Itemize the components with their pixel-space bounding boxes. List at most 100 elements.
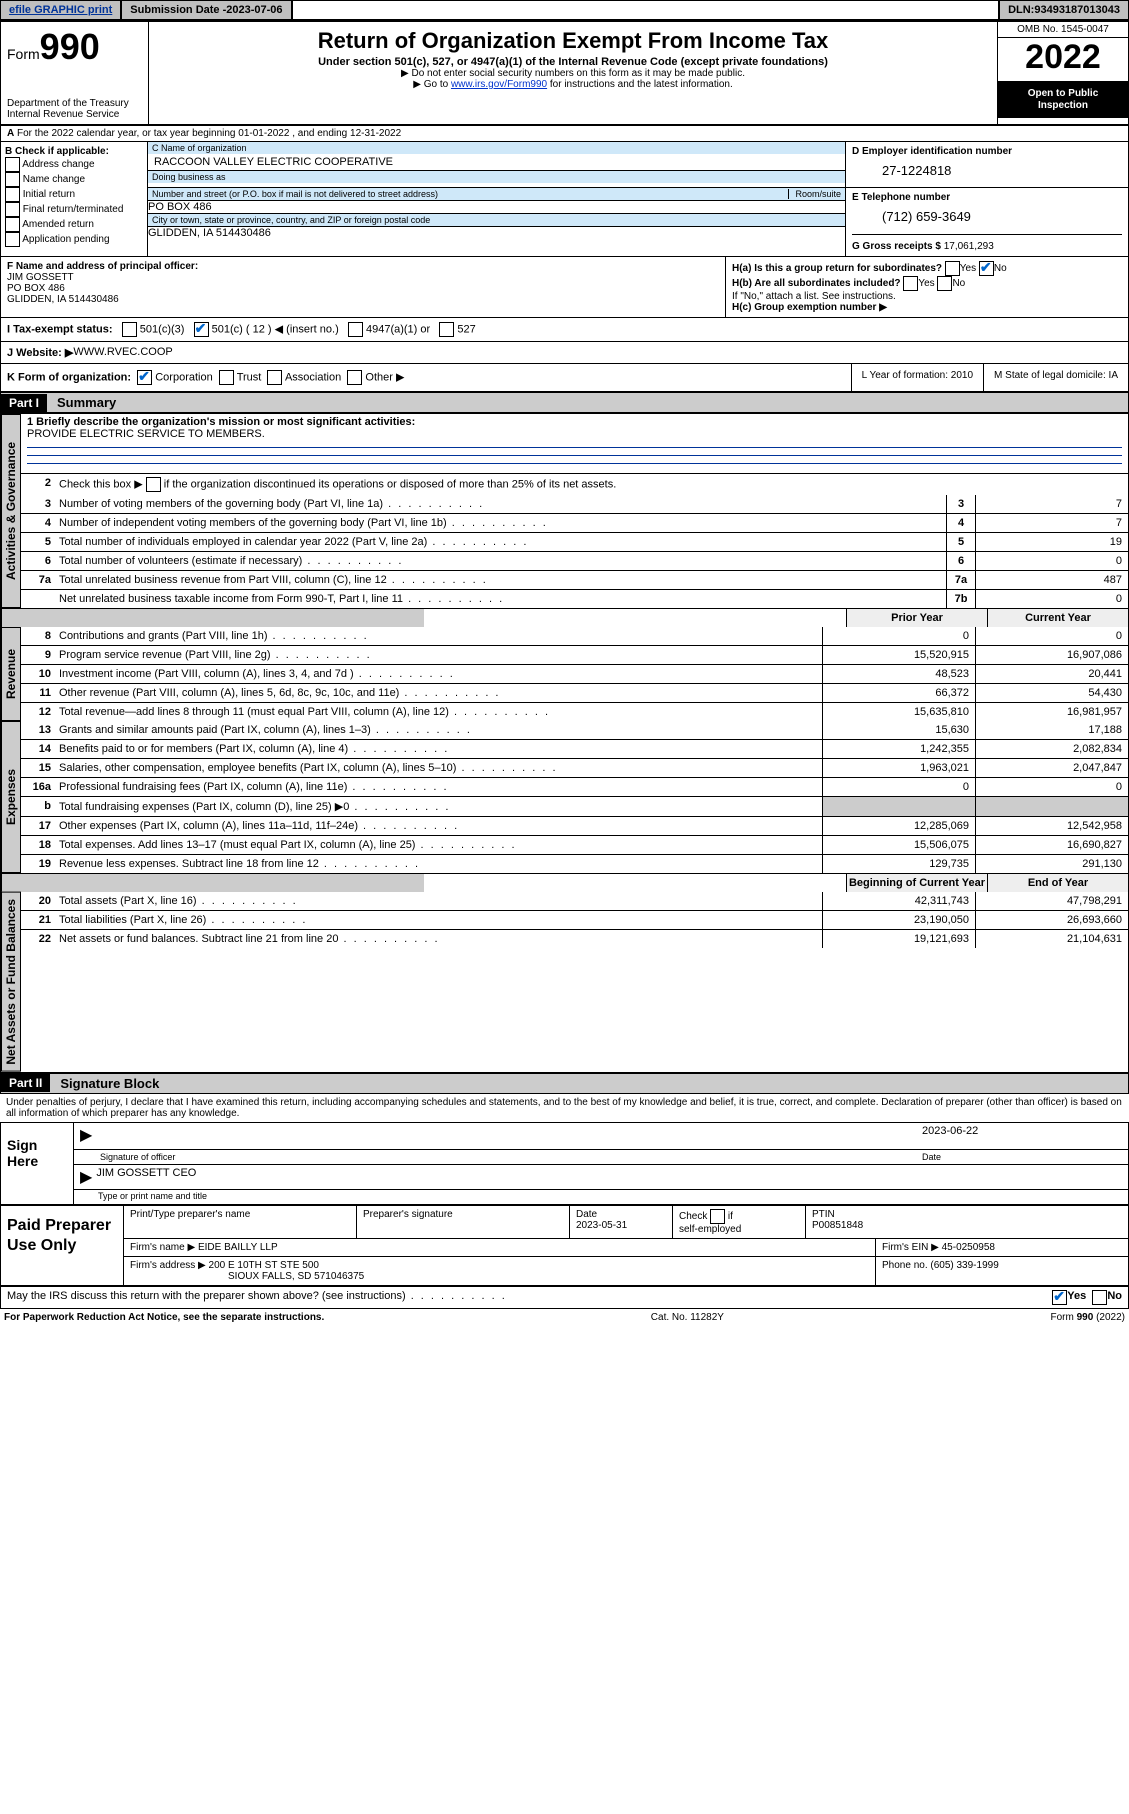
summary-line: 21Total liabilities (Part X, line 26)23,… <box>21 910 1128 929</box>
firm-address: Firm's address ▶ 200 E 10TH ST STE 500 S… <box>124 1257 876 1285</box>
form-title: Return of Organization Exempt From Incom… <box>159 28 987 54</box>
chk-initial-return[interactable] <box>5 187 20 202</box>
row-klm: K Form of organization: Corporation Trus… <box>1 363 1128 391</box>
signature-arrow-icon: ▶ <box>80 1125 92 1147</box>
gross-receipts: 17,061,293 <box>944 241 994 252</box>
preparer-sig-hdr: Preparer's signature <box>357 1206 570 1238</box>
chk-other[interactable] <box>347 370 362 385</box>
officer-name-title: JIM GOSSETT CEO <box>96 1167 196 1187</box>
section-a-through-m: A For the 2022 calendar year, or tax yea… <box>0 125 1129 392</box>
form-header: Form990 Department of the Treasury Inter… <box>0 21 1129 125</box>
summary-line: Net unrelated business taxable income fr… <box>21 589 1128 608</box>
open-to-public: Open to PublicInspection <box>998 82 1128 118</box>
preparer-name-hdr: Print/Type preparer's name <box>124 1206 357 1238</box>
firm-name: Firm's name ▶ EIDE BAILLY LLP <box>124 1239 876 1256</box>
chk-assoc[interactable] <box>267 370 282 385</box>
part-i-summary: Activities & Governance 1 Briefly descri… <box>0 413 1129 1073</box>
chk-trust[interactable] <box>219 370 234 385</box>
topbar-spacer <box>292 0 1000 20</box>
form-note1: ▶ Do not enter social security numbers o… <box>159 68 987 79</box>
efile-link[interactable]: efile GRAPHIC print <box>0 0 121 20</box>
chk-corp[interactable] <box>137 370 152 385</box>
chk-501c[interactable] <box>194 322 209 337</box>
header-mid: Return of Organization Exempt From Incom… <box>149 22 997 124</box>
chk-527[interactable] <box>439 322 454 337</box>
phone-value: (712) 659-3649 <box>852 203 1122 224</box>
tab-expenses: Expenses <box>1 721 21 873</box>
box-g: G Gross receipts $ 17,061,293 <box>852 234 1122 252</box>
summary-line: 7aTotal unrelated business revenue from … <box>21 570 1128 589</box>
mission-text: PROVIDE ELECTRIC SERVICE TO MEMBERS. <box>27 428 265 440</box>
line-2: Check this box ▶ if the organization dis… <box>55 474 1128 495</box>
form-note2: ▶ Go to www.irs.gov/Form990 for instruct… <box>159 79 987 90</box>
chk-ha-yes[interactable] <box>945 261 960 276</box>
chk-amended[interactable] <box>5 217 20 232</box>
box-h: H(a) Is this a group return for subordin… <box>726 257 1128 317</box>
summary-line: 16aProfessional fundraising fees (Part I… <box>21 777 1128 796</box>
sign-here-block: Sign Here ▶ 2023-06-22 Signature of offi… <box>0 1122 1129 1205</box>
summary-line: 17Other expenses (Part IX, column (A), l… <box>21 816 1128 835</box>
row-f-h: F Name and address of principal officer:… <box>1 256 1128 317</box>
chk-4947[interactable] <box>348 322 363 337</box>
chk-501c3[interactable] <box>122 322 137 337</box>
discuss-row: May the IRS discuss this return with the… <box>0 1286 1129 1309</box>
summary-line: bTotal fundraising expenses (Part IX, co… <box>21 796 1128 816</box>
submission-date-cell: Submission Date - 2023-07-06 <box>121 0 291 20</box>
box-c-address: Number and street (or P.O. box if mail i… <box>148 188 846 256</box>
summary-line: 11Other revenue (Part VIII, column (A), … <box>21 683 1128 702</box>
box-d-ein: D Employer identification number 27-1224… <box>846 142 1128 187</box>
chk-final-return[interactable] <box>5 202 20 217</box>
summary-line: 10Investment income (Part VIII, column (… <box>21 664 1128 683</box>
omb-number: OMB No. 1545-0047 <box>998 22 1128 38</box>
summary-line: 12Total revenue—add lines 8 through 11 (… <box>21 702 1128 721</box>
chk-app-pending[interactable] <box>5 232 20 247</box>
website-value: WWW.RVEC.COOP <box>73 346 172 359</box>
self-employed-cell: Check ifself-employed <box>673 1206 806 1238</box>
line-1-mission: 1 Briefly describe the organization's mi… <box>21 414 1128 473</box>
preparer-date: Date2023-05-31 <box>570 1206 673 1238</box>
part-i-header: Part I Summary <box>0 392 1129 413</box>
box-k: K Form of organization: Corporation Trus… <box>1 364 851 391</box>
street-address: PO BOX 486 <box>148 201 845 213</box>
summary-line: 13Grants and similar amounts paid (Part … <box>21 721 1128 739</box>
col-cdeg: C Name of organization RACCOON VALLEY EL… <box>148 142 1128 256</box>
chk-line2[interactable] <box>146 477 161 492</box>
summary-line: 14Benefits paid to or for members (Part … <box>21 739 1128 758</box>
officer-name: JIM GOSSETT <box>7 272 74 283</box>
city-state-zip: GLIDDEN, IA 514430486 <box>148 227 845 239</box>
row-i-tax-status: I Tax-exempt status: 501(c)(3) 501(c) ( … <box>1 317 1128 341</box>
summary-line: 19Revenue less expenses. Subtract line 1… <box>21 854 1128 873</box>
form-number: 990 <box>40 26 100 67</box>
tab-net-assets: Net Assets or Fund Balances <box>1 892 21 1072</box>
chk-name-change[interactable] <box>5 172 20 187</box>
firm-phone: Phone no. (605) 339-1999 <box>876 1257 1128 1285</box>
paid-preparer-block: Paid Preparer Use Only Print/Type prepar… <box>0 1205 1129 1286</box>
box-l: L Year of formation: 2010 <box>851 364 983 391</box>
box-b: B Check if applicable: Address change Na… <box>1 142 148 256</box>
chk-discuss-yes[interactable] <box>1052 1290 1067 1305</box>
sign-here-label: Sign Here <box>1 1123 74 1204</box>
dln-cell: DLN: 93493187013043 <box>999 0 1129 20</box>
col-headers-prior-current: Prior Year Current Year <box>1 608 1128 627</box>
box-e-phone: E Telephone number (712) 659-3649 G Gros… <box>846 188 1128 256</box>
tax-year: 2022 <box>998 38 1128 82</box>
form-subtitle: Under section 501(c), 527, or 4947(a)(1)… <box>159 56 987 68</box>
part-ii-header: Part II Signature Block <box>0 1073 1129 1094</box>
col-headers-beg-end: Beginning of Current Year End of Year <box>1 873 1128 892</box>
row-j-website: J Website: ▶ WWW.RVEC.COOP <box>1 341 1128 363</box>
chk-ha-no[interactable] <box>979 261 994 276</box>
chk-self-employed[interactable] <box>710 1209 725 1224</box>
chk-hb-yes[interactable] <box>903 276 918 291</box>
summary-line: 9Program service revenue (Part VIII, lin… <box>21 645 1128 664</box>
summary-line: 6Total number of volunteers (estimate if… <box>21 551 1128 570</box>
dept-label: Department of the Treasury Internal Reve… <box>7 98 142 120</box>
header-right: OMB No. 1545-0047 2022 Open to PublicIns… <box>997 22 1128 124</box>
ein-value: 27-1224818 <box>852 157 1122 178</box>
chk-address-change[interactable] <box>5 157 20 172</box>
box-c-name: C Name of organization RACCOON VALLEY EL… <box>148 142 846 187</box>
paid-preparer-label: Paid Preparer Use Only <box>1 1206 124 1285</box>
tab-governance: Activities & Governance <box>1 414 21 608</box>
chk-discuss-no[interactable] <box>1092 1290 1107 1305</box>
chk-hb-no[interactable] <box>937 276 952 291</box>
irs-link[interactable]: www.irs.gov/Form990 <box>451 79 547 90</box>
